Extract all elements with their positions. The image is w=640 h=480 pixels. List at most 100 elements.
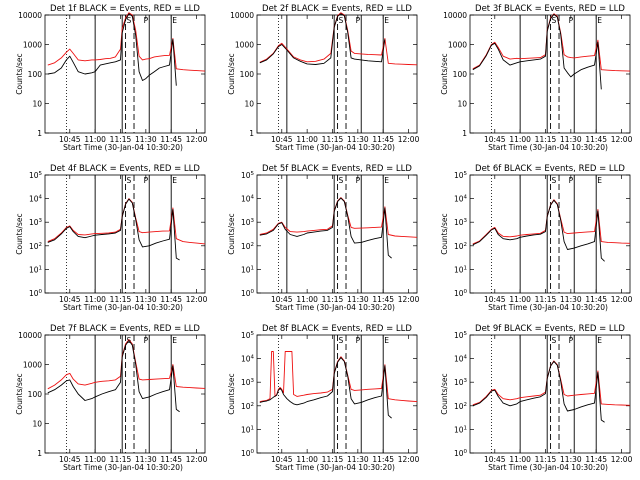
y-tick-label: 104 bbox=[241, 195, 255, 204]
panel-title: Det 7f BLACK = Events, RED = LLD bbox=[50, 324, 200, 334]
x-axis-label: Start Time (30-Jan-04 10:30:20) bbox=[488, 303, 608, 312]
x-tick-label: 11:00 bbox=[84, 455, 106, 464]
x-tick-label: 11:15 bbox=[535, 135, 557, 144]
x-tick-label: 12:00 bbox=[611, 135, 633, 144]
y-tick-label: 104 bbox=[241, 355, 255, 364]
y-tick-label: 101 bbox=[29, 265, 42, 274]
detector-panel: Det 3f BLACK = Events, RED = LLD 1 10 100 10… bbox=[440, 4, 633, 152]
interval-label: P bbox=[569, 16, 574, 25]
detector-panel: Det 6f BLACK = Events, RED = LLD 100 101 10… bbox=[440, 164, 633, 312]
lld-series-line bbox=[259, 12, 418, 66]
x-tick-label: 11:00 bbox=[509, 455, 531, 464]
y-tick-label: 1000 bbox=[448, 41, 467, 50]
y-tick-label: 100 bbox=[241, 449, 255, 458]
panel-title: Det 4f BLACK = Events, RED = LLD bbox=[50, 164, 200, 174]
x-tick-label: 12:00 bbox=[611, 455, 633, 464]
x-tick-label: 11:00 bbox=[84, 135, 106, 144]
y-tick-label: 10000 bbox=[443, 11, 467, 20]
x-tick-label: 11:30 bbox=[347, 135, 369, 144]
interval-label: P bbox=[356, 336, 361, 345]
interval-label: S bbox=[339, 16, 344, 25]
y-tick-label: 100 bbox=[240, 70, 255, 79]
y-tick-label: 102 bbox=[454, 402, 467, 411]
y-axis-label: Counts/sec bbox=[227, 53, 236, 94]
plot-frame bbox=[469, 334, 631, 454]
y-tick-label: 1000 bbox=[23, 361, 42, 370]
y-tick-label: 104 bbox=[29, 195, 43, 204]
y-tick-label: 101 bbox=[454, 425, 467, 434]
x-tick-label: 10:45 bbox=[271, 135, 293, 144]
y-tick-label: 1000 bbox=[23, 41, 42, 50]
events-series-line bbox=[47, 198, 180, 261]
interval-label: E bbox=[597, 16, 602, 25]
x-axis-label: Start Time (30-Jan-04 10:30:20) bbox=[488, 143, 608, 152]
y-tick-label: 102 bbox=[241, 242, 254, 251]
x-tick-label: 11:15 bbox=[322, 455, 344, 464]
x-tick-label: 11:45 bbox=[372, 295, 394, 304]
y-axis-label: Counts/sec bbox=[15, 213, 24, 254]
x-tick-label: 11:45 bbox=[160, 455, 182, 464]
lld-series-line bbox=[472, 360, 631, 406]
lld-series-line bbox=[259, 197, 418, 238]
x-tick-label: 11:00 bbox=[84, 295, 106, 304]
x-tick-label: 11:45 bbox=[372, 455, 394, 464]
x-tick-label: 11:00 bbox=[296, 455, 318, 464]
x-tick-label: 11:00 bbox=[296, 295, 318, 304]
y-axis-label: Counts/sec bbox=[440, 53, 449, 94]
x-tick-label: 11:30 bbox=[560, 135, 582, 144]
interval-label: P bbox=[144, 16, 149, 25]
x-tick-label: 11:30 bbox=[347, 295, 369, 304]
x-tick-label: 12:00 bbox=[398, 295, 420, 304]
y-tick-label: 104 bbox=[454, 355, 468, 364]
x-axis-label: Start Time (30-Jan-04 10:30:20) bbox=[275, 303, 395, 312]
panel-title: Det 1f BLACK = Events, RED = LLD bbox=[50, 4, 200, 14]
lld-series-line bbox=[472, 199, 631, 245]
y-tick-label: 102 bbox=[241, 402, 254, 411]
x-tick-label: 11:15 bbox=[535, 295, 557, 304]
interval-label: E bbox=[172, 16, 177, 25]
x-tick-label: 11:45 bbox=[160, 295, 182, 304]
x-tick-label: 11:45 bbox=[160, 135, 182, 144]
plot-frame bbox=[44, 14, 206, 134]
x-tick-label: 11:15 bbox=[322, 135, 344, 144]
y-tick-label: 105 bbox=[241, 331, 255, 340]
interval-label: S bbox=[552, 16, 557, 25]
events-series-line bbox=[259, 357, 392, 419]
x-axis-label: Start Time (30-Jan-04 10:30:20) bbox=[488, 463, 608, 472]
y-tick-label: 100 bbox=[454, 449, 468, 458]
interval-label: P bbox=[144, 176, 149, 185]
x-tick-label: 11:45 bbox=[585, 295, 607, 304]
interval-label: S bbox=[339, 336, 344, 345]
lld-series-line bbox=[47, 198, 206, 245]
x-tick-label: 10:45 bbox=[59, 455, 81, 464]
x-tick-label: 12:00 bbox=[186, 455, 208, 464]
events-series-line bbox=[259, 197, 392, 259]
y-tick-label: 101 bbox=[454, 265, 467, 274]
y-axis-label: Counts/sec bbox=[440, 373, 449, 414]
interval-label: E bbox=[384, 16, 389, 25]
plot-frame bbox=[44, 334, 206, 454]
x-tick-label: 10:45 bbox=[484, 295, 506, 304]
y-tick-label: 10 bbox=[244, 100, 254, 109]
x-tick-label: 10:45 bbox=[271, 455, 293, 464]
detector-panel: Det 7f BLACK = Events, RED = LLD 1 10 100 10… bbox=[15, 324, 208, 472]
y-axis-label: Counts/sec bbox=[15, 373, 24, 414]
detector-panel: Det 4f BLACK = Events, RED = LLD 100 101 10… bbox=[15, 164, 208, 312]
events-series-line bbox=[47, 13, 177, 86]
interval-label: S bbox=[127, 176, 132, 185]
x-tick-label: 12:00 bbox=[398, 135, 420, 144]
y-tick-label: 100 bbox=[453, 70, 468, 79]
y-tick-label: 10000 bbox=[18, 11, 42, 20]
x-tick-label: 11:15 bbox=[110, 455, 132, 464]
y-tick-label: 103 bbox=[454, 378, 468, 387]
y-tick-label: 1 bbox=[37, 129, 42, 138]
events-series-line bbox=[472, 199, 605, 262]
x-axis-label: Start Time (30-Jan-04 10:30:20) bbox=[63, 463, 183, 472]
x-axis-label: Start Time (30-Jan-04 10:30:20) bbox=[275, 463, 395, 472]
x-tick-label: 11:30 bbox=[347, 455, 369, 464]
x-axis-label: Start Time (30-Jan-04 10:30:20) bbox=[63, 143, 183, 152]
detector-panel: Det 8f BLACK = Events, RED = LLD 100 101 10… bbox=[227, 324, 420, 472]
x-tick-label: 11:30 bbox=[135, 135, 157, 144]
x-tick-label: 11:30 bbox=[135, 295, 157, 304]
